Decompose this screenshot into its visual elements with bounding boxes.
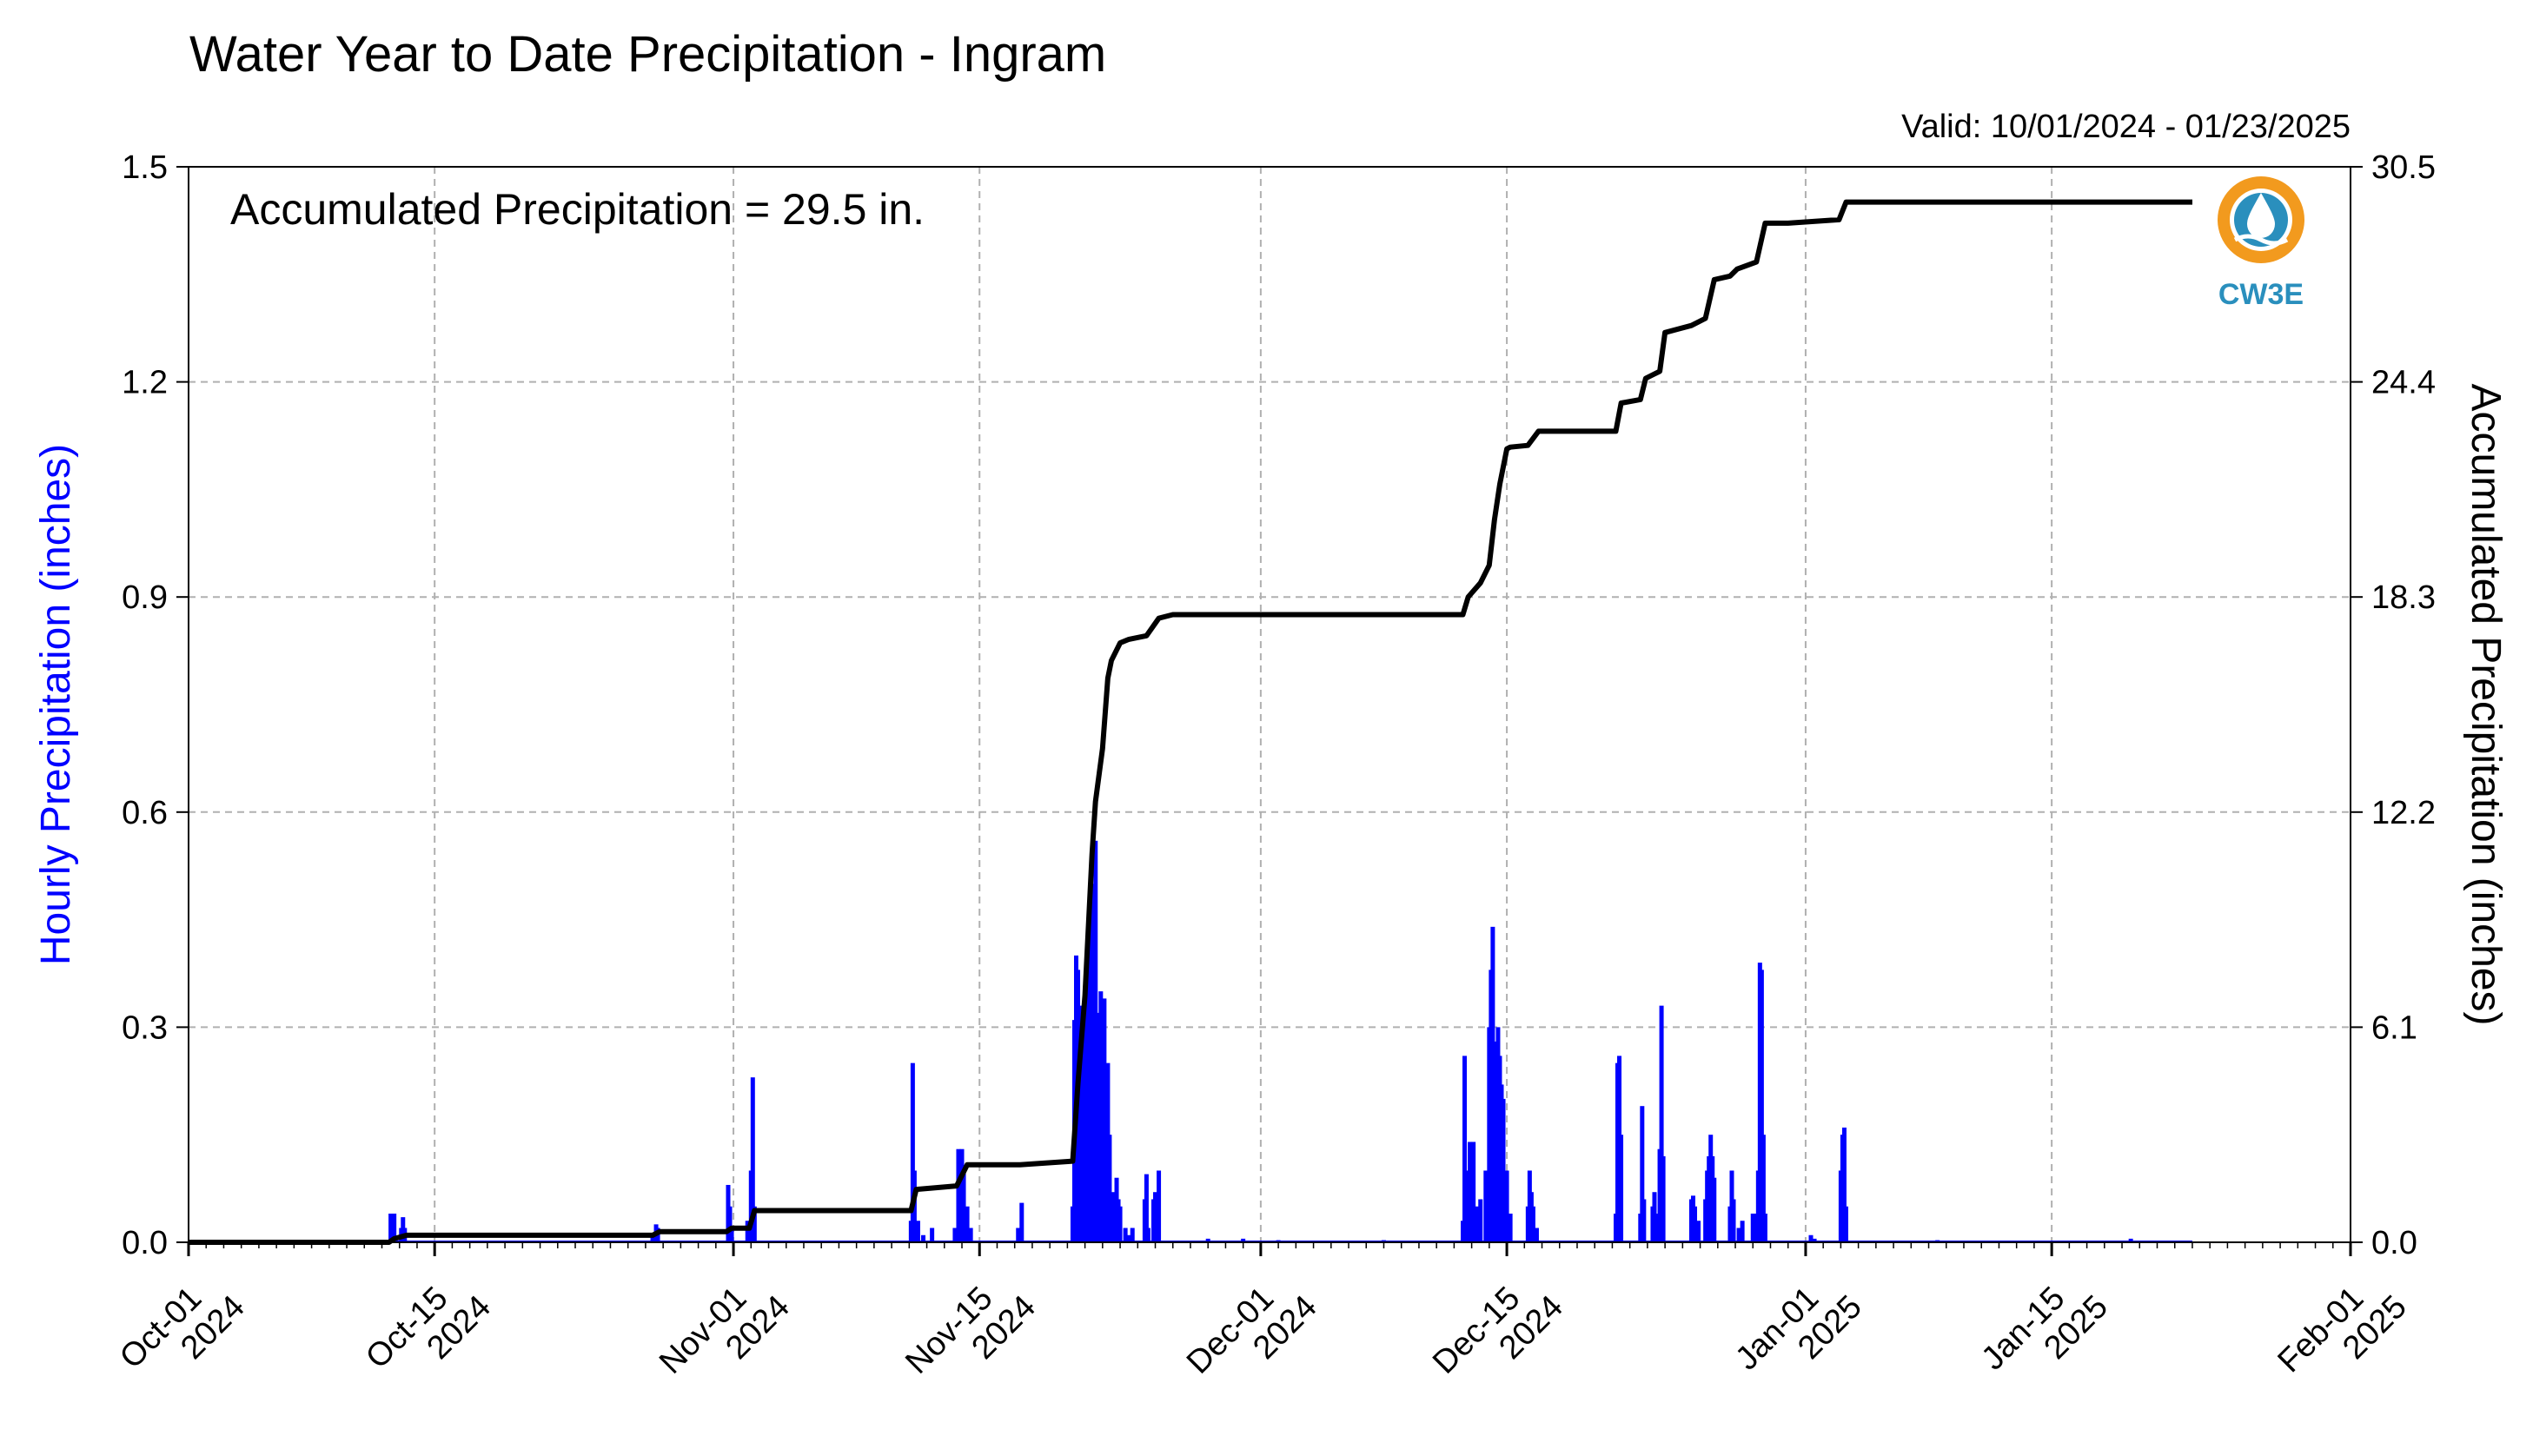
hourly-bar: [1471, 1142, 1476, 1242]
hourly-bar: [650, 1234, 655, 1242]
hourly-bar: [1504, 1170, 1509, 1242]
hourly-bar: [1475, 1206, 1480, 1242]
plot-frame: [188, 166, 2351, 1243]
hourly-bar: [1153, 1192, 1158, 1242]
annotation: Accumulated Precipitation = 29.5 in.: [230, 185, 925, 234]
hourly-bar: [1534, 1228, 1539, 1242]
chart-title: Water Year to Date Precipitation - Ingra…: [189, 26, 1106, 83]
hourly-bar: [1659, 1005, 1664, 1242]
hourly-bar: [1126, 1234, 1131, 1242]
hourly-bar: [1693, 1206, 1698, 1242]
hourly-bar: [1019, 1202, 1024, 1242]
hourly-bar: [1731, 1199, 1736, 1242]
logo-drop-icon: [2247, 193, 2275, 238]
hourly-bar: [1752, 1213, 1757, 1242]
right-tick-label: 12.2: [2371, 795, 2436, 831]
hourly-bar: [952, 1228, 958, 1242]
hourly-bar: [1654, 1213, 1659, 1242]
hourly-bar: [1205, 1238, 1210, 1242]
accumulated-precipitation-line: [189, 199, 2192, 1245]
hourly-bar: [1736, 1228, 1741, 1242]
left-tick-label: 0.3: [122, 1009, 168, 1046]
hourly-bar: [1144, 1174, 1149, 1242]
left-tick-label: 0.9: [122, 579, 168, 616]
hourly-bar: [1157, 1170, 1162, 1242]
valid-range: Valid: 10/01/2024 - 01/23/2025: [1901, 109, 2351, 145]
logo-wave-icon: [2233, 234, 2289, 246]
accumulated-line: [189, 199, 2192, 1245]
hourly-bar: [1478, 1199, 1483, 1242]
right-tick-label: 6.1: [2371, 1009, 2417, 1046]
hourly-bar: [1761, 1135, 1766, 1242]
cw3e-logo: CW3E: [2218, 176, 2304, 311]
hourly-bar: [392, 1213, 397, 1242]
grid: [189, 167, 2351, 1242]
hourly-bar: [1501, 1098, 1506, 1242]
hourly-bar: [965, 1206, 970, 1242]
hourly-bar: [1661, 1155, 1666, 1242]
hourly-bar: [921, 1234, 926, 1242]
y-axis-label-right: Accumulated Precipitation (inches): [2463, 383, 2509, 1025]
hourly-bar: [1641, 1199, 1647, 1242]
hourly-bar: [915, 1221, 920, 1242]
hourly-bar: [1016, 1228, 1021, 1242]
left-y-axis: 0.0 0.3 0.6 0.9 1.2 1.5: [122, 149, 189, 1261]
hourly-bar: [930, 1228, 935, 1242]
hourly-bar: [1712, 1177, 1717, 1242]
right-tick-label: 30.5: [2371, 149, 2436, 186]
right-tick-label: 24.4: [2371, 365, 2436, 401]
hourly-bar: [1241, 1238, 1246, 1242]
right-tick-label: 18.3: [2371, 579, 2436, 616]
hourly-bar: [1145, 1228, 1150, 1242]
hourly-bar: [1696, 1221, 1701, 1242]
hourly-bar: [727, 1206, 733, 1242]
left-tick-label: 1.5: [122, 149, 168, 186]
hourly-bar: [750, 1077, 755, 1242]
right-tick-label: 0.0: [2371, 1225, 2417, 1261]
hourly-bar: [1762, 1213, 1767, 1242]
hourly-bar: [1117, 1206, 1123, 1242]
logo-text: CW3E: [2218, 278, 2304, 311]
hourly-bar: [910, 1062, 915, 1242]
hourly-bar: [1808, 1234, 1814, 1242]
hourly-bar: [961, 1170, 966, 1242]
hourly-bar: [1843, 1206, 1848, 1242]
hourly-bar: [1130, 1228, 1135, 1242]
hourly-bar: [1107, 1135, 1112, 1242]
y-axis-label-left: Hourly Precipitation (inches): [33, 444, 79, 965]
hourly-bar: [1123, 1228, 1128, 1242]
hourly-bar: [752, 1206, 757, 1242]
right-y-axis: 0.0 6.1 12.2 18.3 24.4 30.5: [2351, 149, 2436, 1261]
left-tick-label: 1.2: [122, 365, 168, 401]
hourly-bar: [1841, 1127, 1847, 1242]
hourly-bar: [1619, 1135, 1624, 1242]
hourly-bar: [1462, 1056, 1468, 1242]
hourly-bar: [1759, 970, 1764, 1242]
hourly-bar: [1483, 1170, 1489, 1242]
hourly-bar: [1640, 1106, 1645, 1242]
hourly-bar: [729, 1228, 734, 1242]
hourly-bar: [1530, 1206, 1535, 1242]
left-tick-label: 0.6: [122, 795, 168, 831]
hourly-bar: [968, 1228, 973, 1242]
hourly-bar: [1508, 1213, 1513, 1242]
hourly-bar: [745, 1221, 750, 1242]
hourly-bar: [2128, 1238, 2133, 1242]
hourly-bar: [1740, 1221, 1745, 1242]
hourly-bar: [1812, 1238, 1817, 1242]
left-tick-label: 0.0: [122, 1225, 168, 1261]
